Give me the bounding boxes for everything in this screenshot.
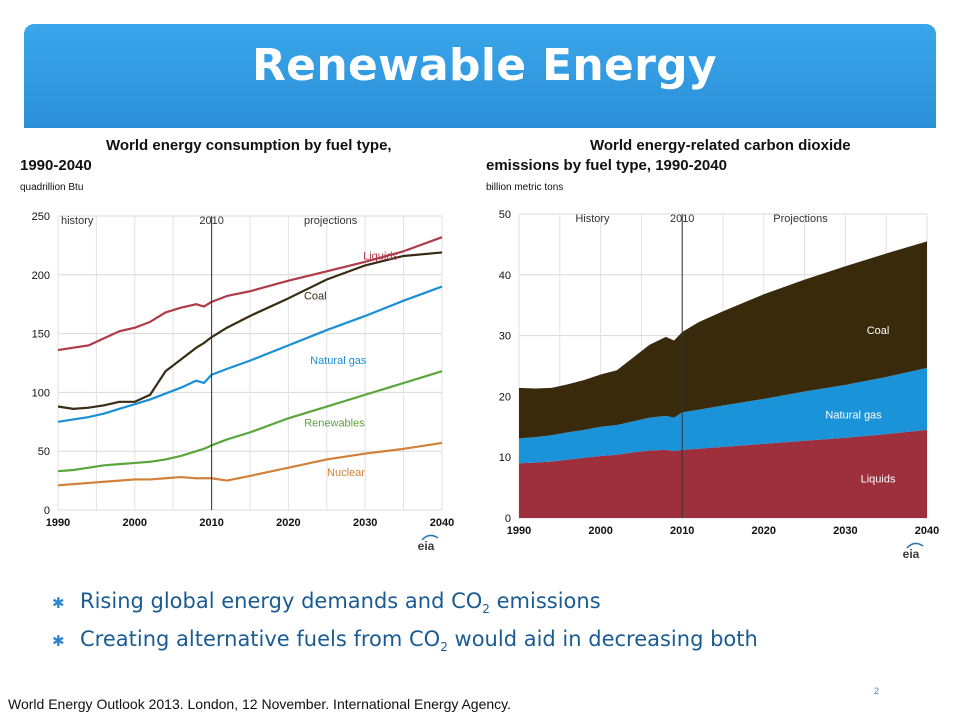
chart-title: World energy-related carbon dioxide xyxy=(590,137,851,154)
line-nuclear xyxy=(57,441,443,487)
x-tick-label: 2000 xyxy=(123,517,147,529)
y-tick-label: 100 xyxy=(32,387,50,399)
series-label: Renewables xyxy=(304,418,365,430)
x-tick-label: 2030 xyxy=(353,517,377,529)
chart-subtitle: emissions by fuel type, 1990-2040 xyxy=(486,157,727,174)
co2-emissions-chart: World energy-related carbon dioxide emiss… xyxy=(478,128,948,570)
y-tick-label: 0 xyxy=(44,505,50,517)
eia-logo-swoosh xyxy=(906,542,924,549)
y-tick-label: 20 xyxy=(499,391,511,403)
series-label: Coal xyxy=(867,325,890,337)
y-tick-label: 0 xyxy=(505,513,511,525)
eia-logo: eia xyxy=(418,539,435,553)
eia-logo-swoosh xyxy=(421,534,439,541)
asterisk-bullet-icon: ✱ xyxy=(52,594,65,612)
eia-logo: eia xyxy=(903,547,920,561)
bullet-list: ✱ Rising global energy demands and CO2 em… xyxy=(52,584,932,660)
x-tick-label: 2040 xyxy=(915,525,939,537)
series-label: Natural gas xyxy=(825,409,882,421)
y-tick-label: 10 xyxy=(499,452,511,464)
chart-subtitle: 1990-2040 xyxy=(20,157,92,174)
line-coal xyxy=(57,251,443,410)
y-tick-label: 40 xyxy=(499,270,511,282)
page-number: 2 xyxy=(874,686,880,696)
series-label: Coal xyxy=(304,290,327,302)
history-label: history xyxy=(61,215,94,227)
source-citation: World Energy Outlook 2013. London, 12 No… xyxy=(8,696,512,712)
line-natural-gas xyxy=(57,285,443,423)
area-coal xyxy=(519,241,927,439)
bullet-item: ✱ Rising global energy demands and CO2 em… xyxy=(52,584,932,622)
energy-consumption-svg: World energy consumption by fuel type, 19… xyxy=(20,137,454,553)
y-axis-unit-label: billion metric tons xyxy=(486,182,563,193)
y-tick-label: 50 xyxy=(38,446,50,458)
bullet-text: Rising global energy demands and CO xyxy=(80,589,483,613)
x-tick-label: 2010 xyxy=(670,525,694,537)
area-natural-gas xyxy=(519,367,927,464)
series-label: Natural gas xyxy=(310,355,367,367)
divider-year-label: 2010 xyxy=(199,215,223,227)
x-tick-label: 2040 xyxy=(430,517,454,529)
x-tick-label: 2000 xyxy=(588,525,612,537)
co2-emissions-svg: World energy-related carbon dioxide emiss… xyxy=(486,137,939,561)
y-axis-unit-label: quadrillion Btu xyxy=(20,182,83,193)
asterisk-bullet-icon: ✱ xyxy=(52,632,65,650)
x-tick-label: 2020 xyxy=(752,525,776,537)
series-label: Nuclear xyxy=(327,467,365,479)
series-label: Liquids xyxy=(861,474,896,486)
projections-label: projections xyxy=(304,215,358,227)
y-tick-label: 200 xyxy=(32,270,50,282)
x-tick-label: 1990 xyxy=(507,525,531,537)
x-tick-label: 2020 xyxy=(276,517,300,529)
bullet-text-end: would aid in decreasing both xyxy=(447,627,758,651)
bullet-text: Creating alternative fuels from CO xyxy=(80,627,441,651)
x-tick-label: 2030 xyxy=(833,525,857,537)
title-banner xyxy=(24,24,936,128)
series-label: Liquids xyxy=(363,251,398,263)
bullet-item: ✱ Creating alternative fuels from CO2 wou… xyxy=(52,622,932,660)
x-tick-label: 1990 xyxy=(46,517,70,529)
y-tick-label: 250 xyxy=(32,211,50,223)
energy-consumption-chart: World energy consumption by fuel type, 19… xyxy=(16,128,462,570)
area-liquids xyxy=(519,429,927,518)
y-tick-label: 150 xyxy=(32,329,50,341)
chart-title: World energy consumption by fuel type, xyxy=(106,137,392,154)
x-tick-label: 2010 xyxy=(199,517,223,529)
projections-label: Projections xyxy=(773,213,828,225)
history-label: History xyxy=(575,213,610,225)
bullet-subscript: 2 xyxy=(482,602,490,617)
line-liquids xyxy=(57,236,443,352)
bullet-subscript: 2 xyxy=(440,640,448,655)
slide-title: Renewable Energy xyxy=(252,40,717,91)
y-tick-label: 30 xyxy=(499,331,511,343)
bullet-text-end: emissions xyxy=(489,589,601,613)
y-tick-label: 50 xyxy=(499,209,511,221)
line-renewables xyxy=(57,370,443,473)
divider-year-label: 2010 xyxy=(670,213,694,225)
